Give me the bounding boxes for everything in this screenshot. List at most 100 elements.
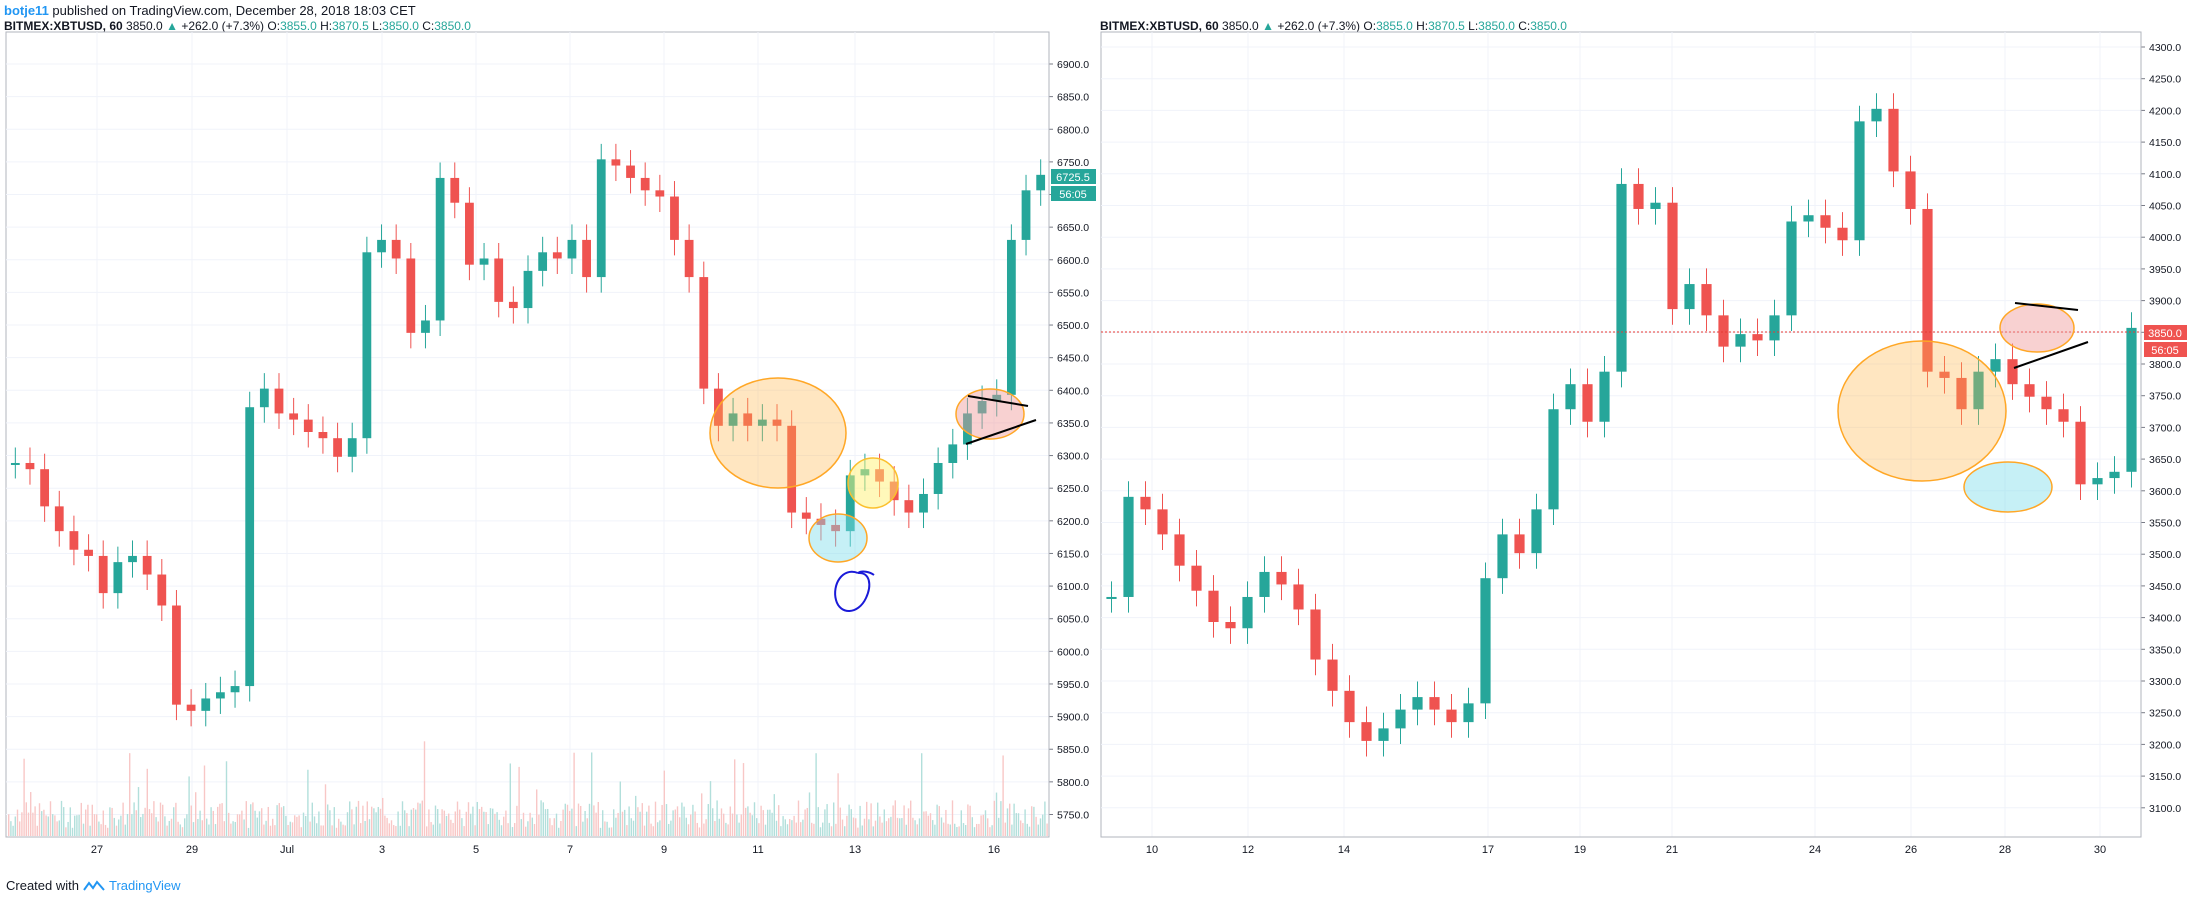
volume-bar bbox=[835, 823, 837, 836]
price-tick-label: 5800.0 bbox=[1057, 777, 1089, 789]
volume-bar bbox=[474, 825, 476, 836]
candle-body bbox=[977, 401, 987, 414]
candle-body bbox=[626, 165, 635, 178]
volume-bar bbox=[921, 753, 923, 836]
volume-bar bbox=[386, 817, 388, 836]
tradingview-logo-icon bbox=[83, 879, 105, 891]
volume-bar bbox=[954, 823, 956, 836]
trendline-lower[interactable] bbox=[2013, 341, 2089, 369]
volume-bar bbox=[459, 809, 461, 836]
volume-bar bbox=[951, 800, 954, 836]
volume-bar bbox=[736, 814, 738, 836]
volume-bar bbox=[822, 822, 824, 836]
left-countdown-text: 56:05 bbox=[1059, 189, 1087, 201]
volume-bar bbox=[351, 809, 353, 836]
volume-bar bbox=[923, 811, 925, 836]
price-tick-label: 6500.0 bbox=[1057, 320, 1089, 332]
volume-bar bbox=[676, 806, 679, 836]
candle-body bbox=[362, 252, 372, 439]
orange-ellipse-drawing[interactable] bbox=[1837, 340, 2007, 482]
volume-bar bbox=[936, 804, 938, 836]
volume-bar bbox=[250, 804, 252, 836]
volume-bar bbox=[976, 823, 978, 836]
volume-bar bbox=[531, 817, 533, 836]
trendline-upper[interactable] bbox=[2014, 302, 2079, 311]
volume-bar bbox=[751, 815, 753, 836]
left-volume-bars bbox=[8, 741, 1048, 836]
candle-body bbox=[1973, 371, 1984, 410]
price-tick-label: 6400.0 bbox=[1057, 385, 1089, 397]
volume-bar bbox=[795, 822, 797, 836]
volume-bar bbox=[67, 821, 69, 836]
volume-bar bbox=[826, 804, 828, 836]
volume-bar bbox=[1002, 755, 1004, 836]
symbol-label[interactable]: BITMEX:XBTUSD, 60 bbox=[1100, 19, 1219, 33]
candle-body bbox=[1565, 384, 1576, 410]
tradingview-brand[interactable]: TradingView bbox=[108, 878, 181, 893]
volume-bar bbox=[995, 792, 998, 836]
price-tick-label: 6300.0 bbox=[1057, 451, 1089, 463]
candle-body bbox=[1242, 596, 1253, 629]
red-ellipse-drawing[interactable] bbox=[955, 388, 1025, 440]
candle-body bbox=[1310, 609, 1321, 660]
trendline-lower[interactable] bbox=[965, 419, 1037, 445]
time-tick-label: 14 bbox=[1338, 844, 1350, 856]
volume-bar bbox=[58, 820, 60, 836]
cyan-ellipse-drawing[interactable] bbox=[1963, 461, 2053, 513]
low-value: 3850.0 bbox=[382, 19, 419, 33]
right-price-axis[interactable]: 4300.0 4250.0 4200.0 4150.0 4100.0 4050.0 4000… bbox=[2140, 32, 2181, 837]
volume-bar bbox=[276, 805, 278, 836]
price-tick-label: 6650.0 bbox=[1057, 222, 1089, 234]
volume-bar bbox=[764, 824, 767, 836]
volume-bar bbox=[448, 813, 450, 836]
volume-bar bbox=[839, 807, 841, 836]
volume-bar bbox=[96, 814, 98, 836]
left-price-chart[interactable]: 6900.06850.06800.06750.06700.06650.06600… bbox=[0, 0, 1100, 899]
volume-bar bbox=[1000, 801, 1002, 836]
volume-bar bbox=[758, 823, 760, 836]
orange-ellipse-drawing[interactable] bbox=[709, 377, 847, 489]
candle-body bbox=[1667, 202, 1678, 310]
volume-bar bbox=[980, 815, 982, 836]
symbol-label[interactable]: BITMEX:XBTUSD, 60 bbox=[4, 19, 123, 33]
yellow-ellipse-drawing[interactable] bbox=[847, 457, 899, 509]
right-time-axis[interactable]: 10 12 14 17 19 21 24 26 28 30 bbox=[1101, 836, 2141, 856]
volume-bar bbox=[254, 810, 256, 836]
red-ellipse-drawing[interactable] bbox=[1999, 303, 2075, 353]
volume-bar bbox=[855, 818, 857, 836]
volume-bar bbox=[371, 806, 373, 836]
volume-bar bbox=[300, 827, 302, 836]
volume-bar bbox=[384, 815, 386, 836]
volume-bar bbox=[511, 827, 514, 836]
left-price-axis[interactable]: 6900.06850.06800.06750.06700.06650.06600… bbox=[1048, 32, 1089, 837]
volume-bar bbox=[641, 803, 643, 836]
volume-bar bbox=[274, 825, 276, 836]
volume-bar bbox=[85, 809, 87, 836]
candle-body bbox=[1990, 359, 2001, 372]
volume-bar bbox=[712, 808, 714, 836]
cyan-ellipse-drawing[interactable] bbox=[808, 513, 868, 563]
candle-body bbox=[40, 469, 50, 507]
author-username[interactable]: botje11 bbox=[4, 3, 49, 18]
volume-bar bbox=[1006, 808, 1009, 836]
left-time-axis[interactable]: 27 29 Jul 3 5 7 9 11 13 16 bbox=[6, 836, 1049, 856]
volume-bar bbox=[573, 752, 575, 836]
volume-bar bbox=[868, 819, 870, 836]
volume-bar bbox=[234, 821, 236, 836]
candle-body bbox=[494, 258, 504, 302]
blue-hand-drawing[interactable] bbox=[834, 570, 875, 612]
volume-bar bbox=[162, 804, 164, 836]
volume-bar bbox=[412, 808, 415, 836]
volume-bar bbox=[214, 824, 217, 836]
volume-bar bbox=[390, 820, 393, 836]
volume-bar bbox=[602, 810, 604, 836]
time-tick-label: 16 bbox=[988, 844, 1000, 856]
trendline-upper[interactable] bbox=[967, 395, 1029, 407]
volume-bar bbox=[467, 802, 470, 836]
volume-bar bbox=[45, 815, 47, 836]
volume-bar bbox=[562, 809, 564, 836]
volume-bar bbox=[118, 819, 120, 836]
volume-bar bbox=[129, 753, 131, 836]
volume-bar bbox=[945, 809, 947, 836]
volume-bar bbox=[283, 806, 285, 836]
